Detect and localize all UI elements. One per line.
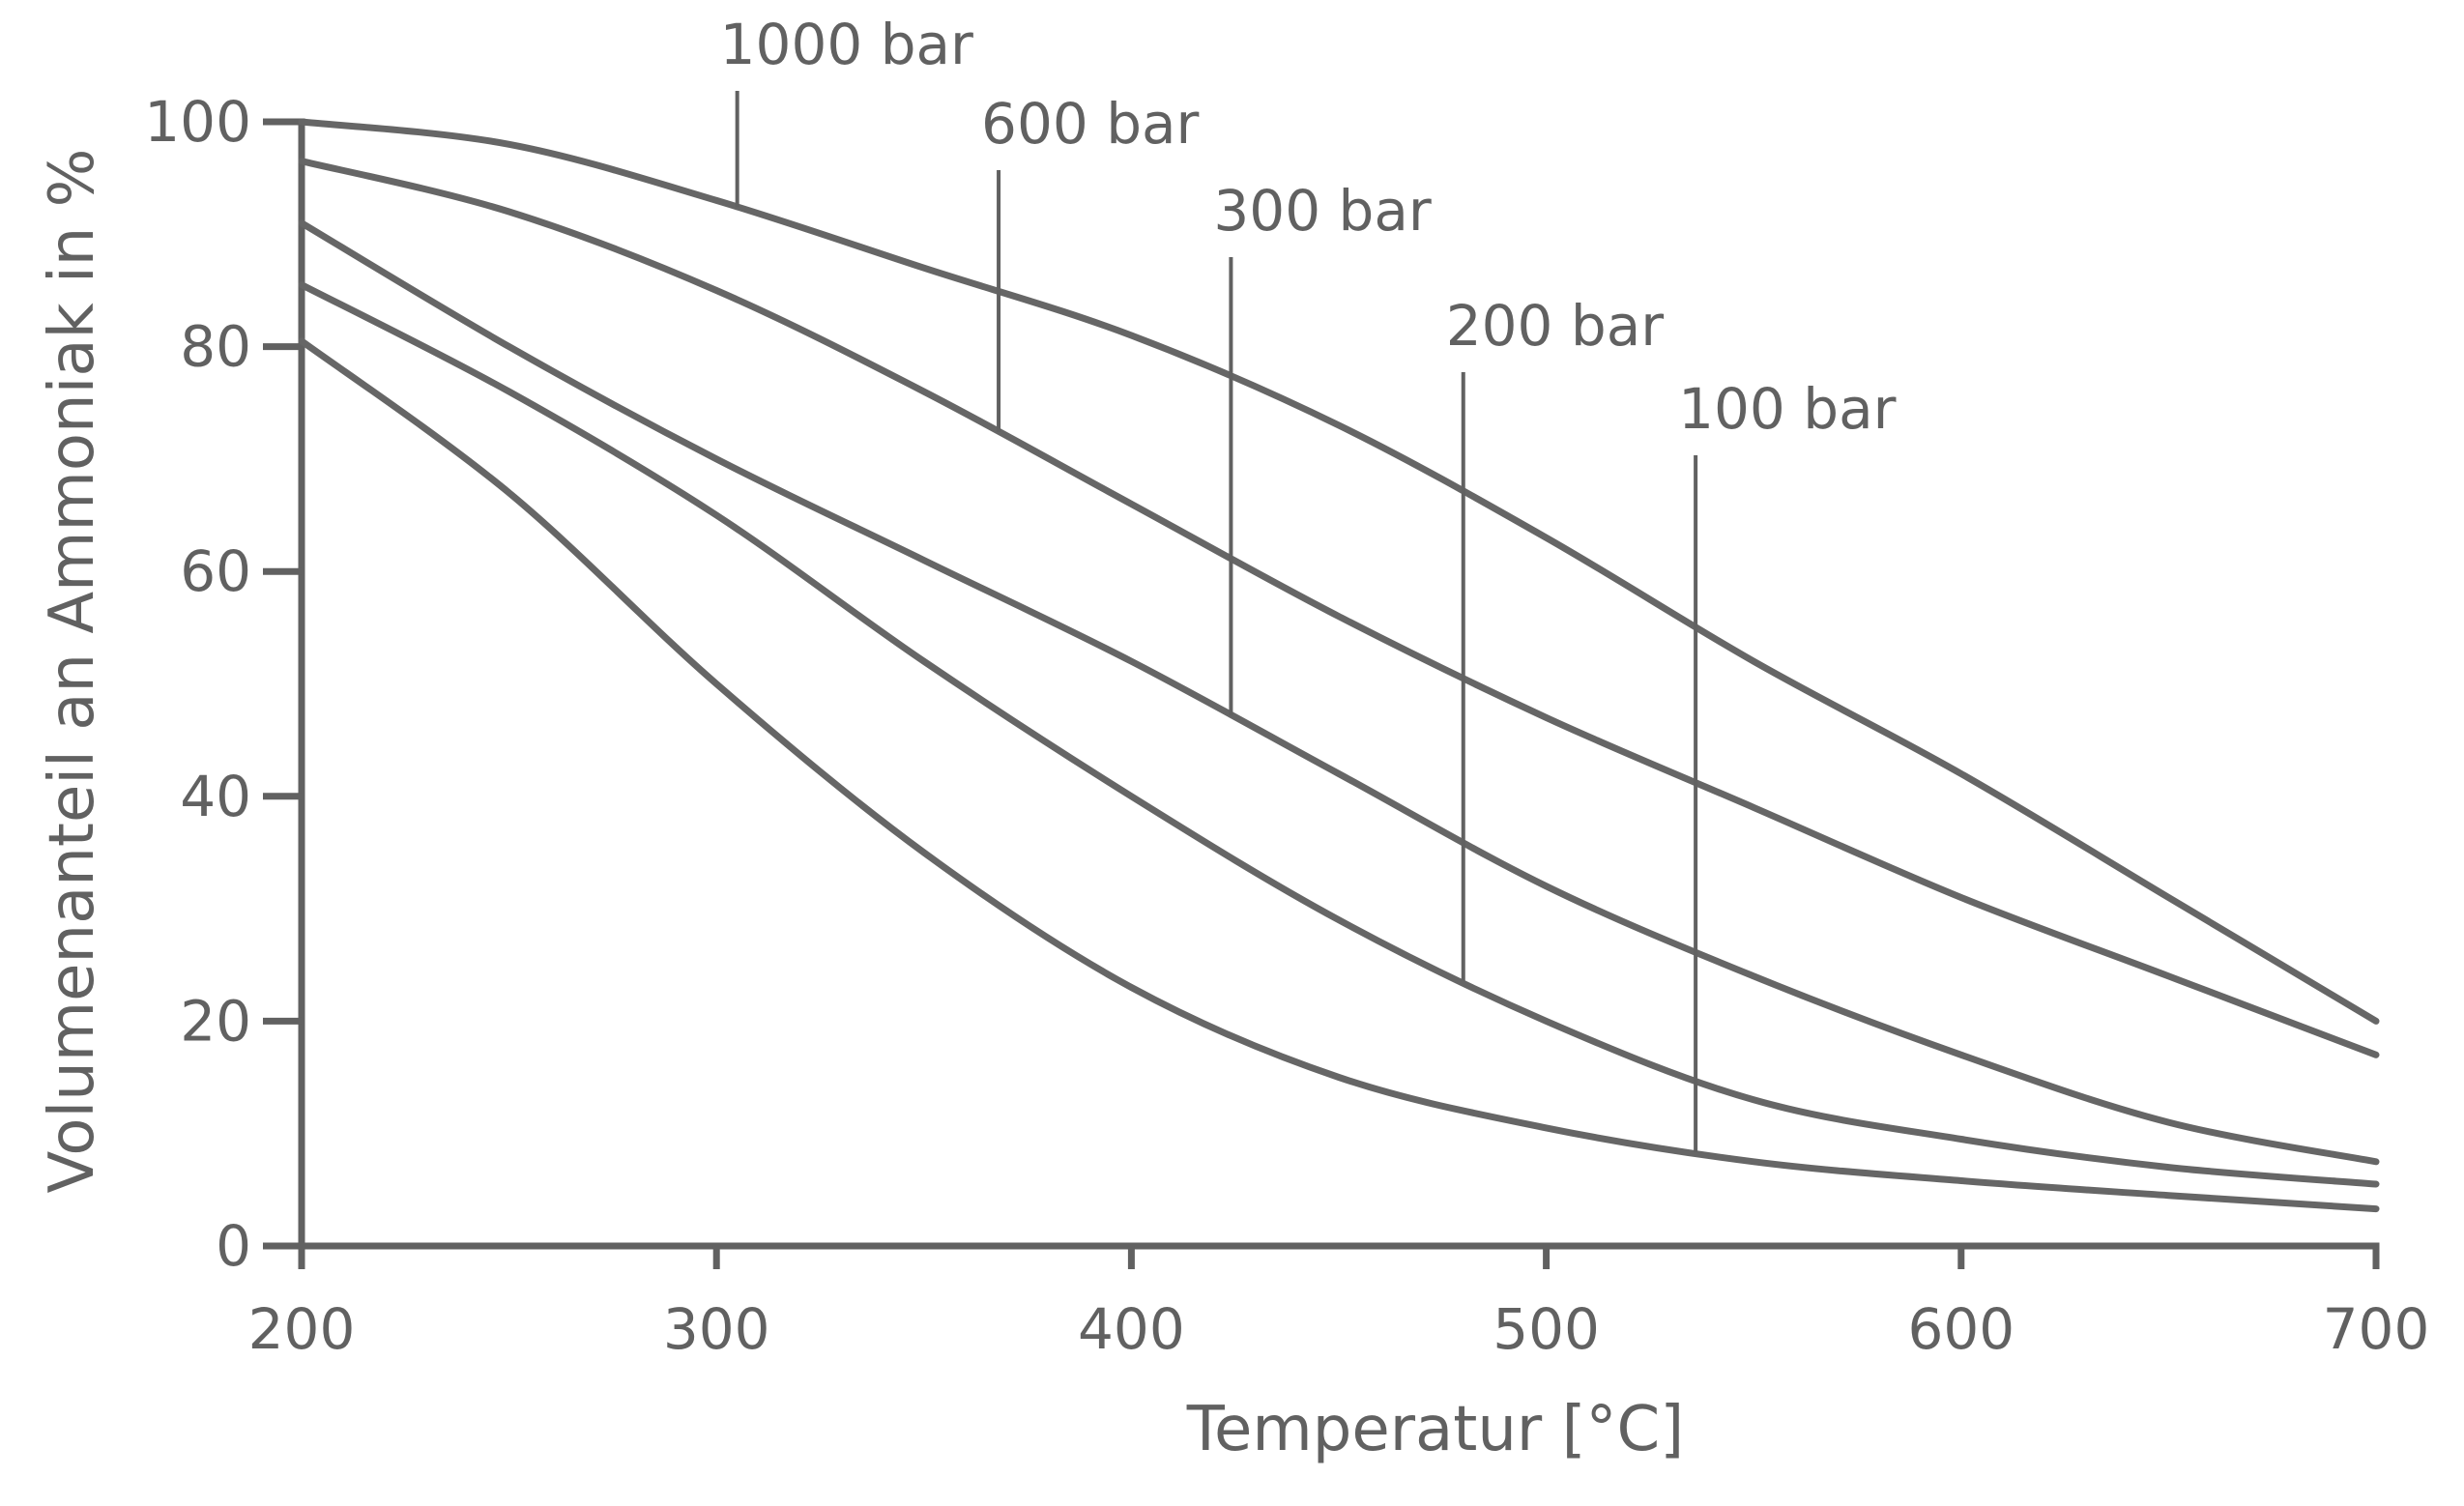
series-label: 600 bar [981,91,1199,157]
x-tick-label: 400 [1078,1296,1185,1362]
series-line-100-bar [298,337,2380,1213]
x-tick-label: 200 [248,1296,356,1362]
y-tick-label: 40 [180,764,251,829]
y-tick-label: 80 [180,314,251,380]
y-axis-title: Volumenanteil an Ammoniak in % [37,149,108,1194]
series-line-1000-bar [298,118,2380,1025]
y-tick-label: 60 [180,538,251,604]
x-tick-label: 600 [1907,1296,2015,1362]
series-line-300-bar [298,219,2380,1166]
y-tick-label: 20 [180,988,251,1054]
y-tick-label: 0 [216,1213,251,1279]
series-label: 200 bar [1446,293,1664,359]
series-label: 100 bar [1678,376,1896,442]
x-tick-label: 700 [2323,1296,2430,1362]
series-line-600-bar [298,158,2380,1058]
x-axis-title: Temperatur [°C] [1186,1394,1684,1465]
series-label: 1000 bar [720,12,973,77]
x-tick-label: 500 [1493,1296,1600,1362]
x-tick-label: 300 [663,1296,770,1362]
series-line-200-bar [298,281,2380,1188]
series-label: 300 bar [1213,178,1431,244]
plot-area: 200 300 400 500 600 700 0 20 40 60 80 100 1000 bar60… [144,12,2429,1362]
y-tick-label: 100 [144,89,251,155]
